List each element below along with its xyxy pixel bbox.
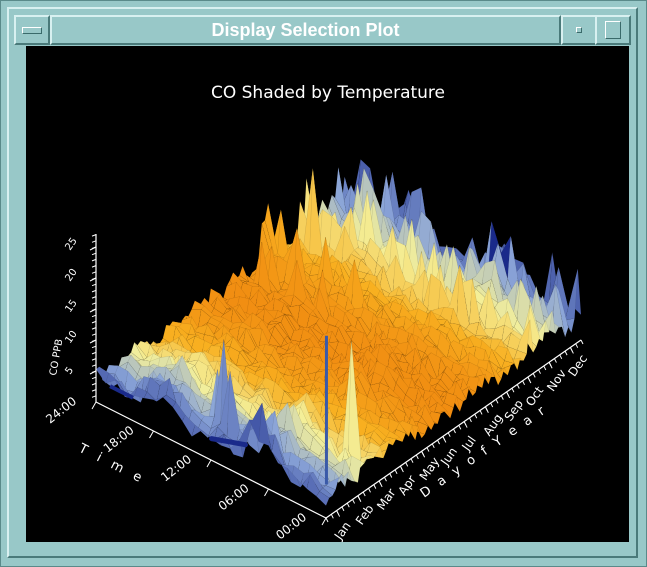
month-tick-label: Jan [331, 519, 354, 542]
winter-ridge [109, 384, 134, 400]
minimize-icon [576, 27, 582, 33]
surface-cell [306, 474, 320, 497]
title-bar[interactable]: Display Selection Plot [14, 15, 631, 45]
surface-cell [242, 350, 256, 365]
surface-cell [421, 404, 435, 431]
surface-cell [516, 319, 531, 355]
window-title[interactable]: Display Selection Plot [50, 15, 561, 45]
chart-title: CO Shaded by Temperature [211, 83, 445, 103]
co-tick-label: 10 [63, 329, 79, 346]
surface-cell [319, 487, 333, 499]
surface-cell [380, 439, 394, 446]
axis-ticks [89, 234, 584, 526]
surface-cell [386, 430, 400, 440]
time-tick-label: 24:00 [43, 394, 79, 426]
surface-cell [217, 371, 231, 438]
surface-cell [335, 341, 349, 363]
surface-cell [437, 331, 451, 359]
month-tick-label: Feb [353, 502, 377, 527]
surface-cell [382, 396, 397, 414]
surface-cell [185, 359, 199, 366]
surface-cell [399, 420, 413, 438]
surface-cell [290, 294, 304, 307]
surface-cell [555, 284, 569, 338]
surface-cell [191, 424, 205, 437]
surface-cell [427, 352, 441, 380]
surface-cell [376, 424, 390, 438]
surface-cell [331, 458, 346, 476]
surface-cell [494, 243, 508, 293]
surface-cell [443, 380, 458, 395]
surface-cell [494, 366, 508, 376]
time-tick-label: 12:00 [158, 452, 194, 484]
time-tick-label: 18:00 [101, 423, 137, 455]
surface-cell [494, 310, 508, 330]
surface-cell [344, 311, 358, 332]
surface-cell [297, 474, 311, 490]
surface-cell [360, 307, 374, 333]
surface-cell [494, 345, 508, 362]
surface-cell [434, 401, 448, 413]
surface-cell [385, 366, 400, 384]
surface-cell [299, 355, 314, 365]
window-border[interactable] [7, 7, 638, 558]
surface-cell [443, 392, 457, 408]
co-tick-label: 15 [63, 298, 79, 315]
time-tick-label: 00:00 [273, 510, 309, 542]
surface-cell [172, 401, 186, 422]
co-tick-label: 5 [63, 365, 76, 377]
surface-cell [437, 324, 451, 336]
window-menu-icon [22, 26, 42, 34]
surface-cell [277, 341, 291, 351]
surface-cell [504, 347, 518, 371]
surface-cell [271, 325, 285, 348]
co-tick-labels: 5 10 15 20 25 [63, 236, 79, 377]
surface-cell [564, 268, 578, 321]
time-tick-label: 06:00 [216, 481, 252, 513]
surface-cell [395, 422, 410, 437]
surface-cell [325, 477, 340, 491]
surface-cell [95, 366, 110, 384]
month-tick-label: Dec [565, 352, 590, 379]
co-tick-label: 20 [63, 267, 79, 284]
surface-cell [105, 372, 119, 384]
surface-cell [137, 340, 151, 358]
plot-area: CO Shaded by Temperature 5 10 15 20 25 CO PP… [26, 46, 629, 542]
surface-cell [280, 390, 295, 404]
surface-cell [268, 445, 282, 465]
surface-cell [488, 360, 502, 386]
surface-cell [143, 391, 157, 402]
surface-cell [220, 317, 234, 331]
surface-mesh [95, 158, 582, 506]
surface-cell [411, 269, 425, 312]
maximize-icon [605, 21, 621, 39]
surface-cell [459, 378, 473, 396]
surface-cell [287, 314, 301, 332]
surface-cell [401, 280, 416, 292]
surface-cell [296, 304, 310, 329]
surface-cell [322, 485, 336, 497]
month-tick-label: Apr [395, 473, 418, 498]
surface-cell [271, 434, 285, 466]
surface-cell [283, 342, 298, 355]
window-menu-button[interactable] [14, 15, 50, 45]
surface-cell [353, 247, 368, 261]
surface-cell [335, 367, 349, 382]
surface-cell [162, 394, 177, 408]
surface-cell [328, 285, 342, 296]
surface-cell [325, 314, 339, 327]
surface-cell [316, 491, 330, 506]
co-tick-label: 25 [63, 236, 79, 253]
surface-cell [418, 416, 432, 431]
winter-ridge [209, 436, 249, 448]
surface-cell [500, 324, 515, 346]
minimize-button[interactable] [561, 15, 597, 45]
maximize-button[interactable] [595, 15, 631, 45]
